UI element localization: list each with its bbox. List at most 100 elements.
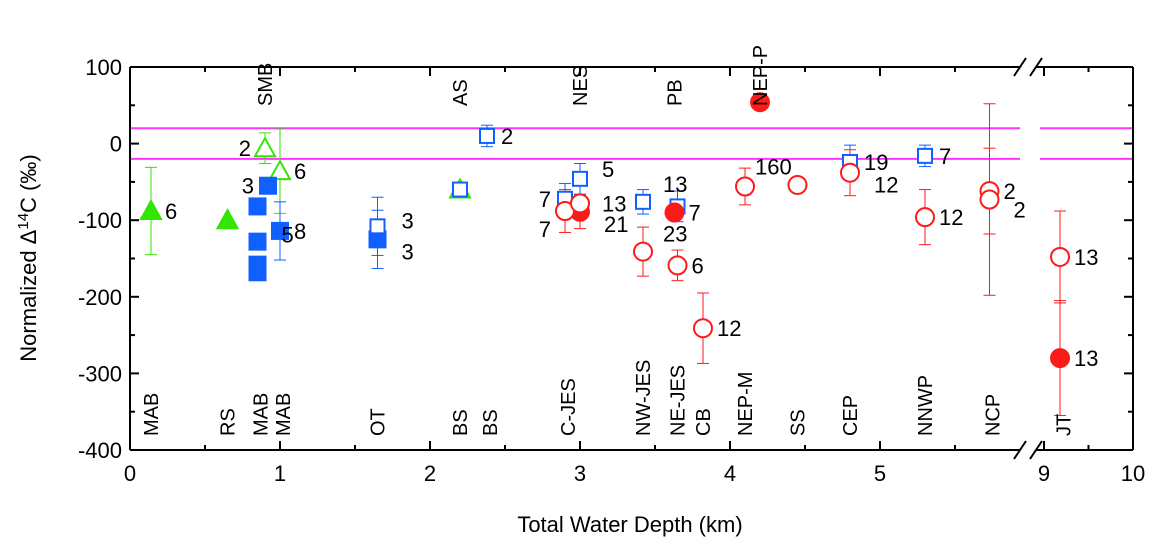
site-label: NCP [983, 394, 1005, 436]
point-count-label: 7 [689, 201, 701, 226]
data-point [479, 127, 495, 144]
data-point [139, 198, 163, 221]
x-tick-label: 10 [1121, 461, 1145, 486]
point-count-label: 12 [939, 205, 963, 230]
data-point [215, 208, 240, 230]
point-count-label: 2 [501, 124, 513, 149]
site-label: NW-JES [633, 360, 655, 436]
data-point [915, 207, 935, 228]
site-label: NEP-M [735, 372, 757, 436]
site-label: NES [570, 65, 592, 106]
data-point [693, 318, 713, 339]
x-tick-label: 9 [1038, 461, 1050, 486]
point-count-label: 5 [602, 157, 614, 182]
point-count-label: 2 [239, 136, 251, 161]
data-point [1050, 246, 1071, 267]
x-tick-label: 2 [424, 461, 436, 486]
data-point [633, 241, 653, 262]
data-markers [139, 92, 1071, 369]
site-label: NEP-P [750, 45, 772, 106]
y-tick-label: 100 [85, 55, 122, 80]
site-label: RS [218, 408, 240, 436]
x-tick-label: 1 [274, 461, 286, 486]
site-label: NE-JES [668, 365, 690, 436]
data-point [572, 170, 588, 187]
point-count-label: 7 [939, 144, 951, 169]
point-count-label: 13 [1074, 245, 1098, 270]
x-tick-label: 5 [874, 461, 886, 486]
data-point [248, 197, 267, 216]
y-axis-title-pre: Normalized [16, 244, 41, 361]
point-count-label: 13 [663, 172, 687, 197]
point-count-label: 23 [663, 222, 687, 247]
y-axis-title-post: C (‰) [16, 154, 41, 213]
reference-lines [130, 127, 1133, 160]
site-label: CB [693, 408, 715, 436]
point-count-label: 2 [1004, 179, 1016, 204]
site-label: JT [1054, 414, 1076, 436]
site-label: OT [368, 408, 390, 436]
data-point [570, 193, 590, 214]
data-point [787, 174, 808, 195]
point-count-label: 7 [539, 187, 551, 212]
data-point [667, 255, 688, 276]
site-label: CEP [840, 395, 862, 436]
axis-break-mark-3 [1029, 57, 1043, 77]
data-point [917, 147, 933, 164]
data-point [635, 193, 651, 210]
site-label: C-JES [558, 378, 580, 436]
point-count-label: 3 [402, 239, 414, 264]
site-label: AS [450, 79, 472, 106]
point-count-label: 13 [1074, 346, 1098, 371]
site-label: SMB [255, 63, 277, 106]
data-point [750, 92, 770, 113]
data-point [248, 232, 267, 251]
data-point [369, 218, 386, 235]
y-tick-label: -100 [78, 208, 122, 233]
axis-break-mark-0 [1013, 440, 1027, 460]
data-point [1050, 348, 1071, 369]
data-point [979, 189, 1000, 210]
point-count-label: 12 [874, 173, 898, 198]
point-count-label: 12 [717, 316, 741, 341]
point-count-label: 13 [602, 191, 626, 216]
point-count-label: 3 [242, 174, 254, 199]
axis-break-mark-1 [1029, 440, 1043, 460]
y-tick-label: -300 [78, 361, 122, 386]
point-count-label: 5 [282, 222, 294, 247]
data-point [735, 176, 755, 197]
site-label: MAB [273, 393, 295, 436]
site-label: MAB [141, 393, 163, 436]
point-count-label: 7 [539, 217, 551, 242]
site-label: BS [480, 409, 502, 436]
y-axis-title-delta: Δ [16, 229, 41, 244]
data-point [253, 136, 277, 158]
y-tick-label: 0 [110, 132, 122, 157]
point-count-label: 160 [755, 154, 792, 179]
point-count-label: 6 [692, 253, 704, 278]
x-axis-title: Total Water Depth (km) [517, 512, 742, 537]
site-label: SS [788, 409, 810, 436]
point-count-label: 8 [294, 219, 306, 244]
x-tick-label: 4 [724, 461, 736, 486]
y-axis-title-sup: 14 [15, 213, 32, 230]
site-label: NNWP [915, 375, 937, 436]
data-point [664, 202, 685, 223]
axis-break-mark-2 [1013, 57, 1027, 77]
data-point [259, 176, 277, 195]
site-label: MAB [251, 393, 273, 436]
y-axis-title: Normalized Δ14C (‰) [15, 154, 41, 361]
point-count-label: 6 [165, 199, 177, 224]
site-label: BS [450, 409, 472, 436]
point-count-label: 6 [294, 159, 306, 184]
point-count-label: 2 [1014, 198, 1026, 223]
data-point [840, 162, 860, 183]
x-tick-label: 3 [574, 461, 586, 486]
point-count-label: 3 [402, 208, 414, 233]
site-label: PB [665, 79, 687, 106]
y-tick-label: -400 [78, 438, 122, 463]
x-tick-label: 0 [124, 461, 136, 486]
data-point [271, 221, 289, 240]
